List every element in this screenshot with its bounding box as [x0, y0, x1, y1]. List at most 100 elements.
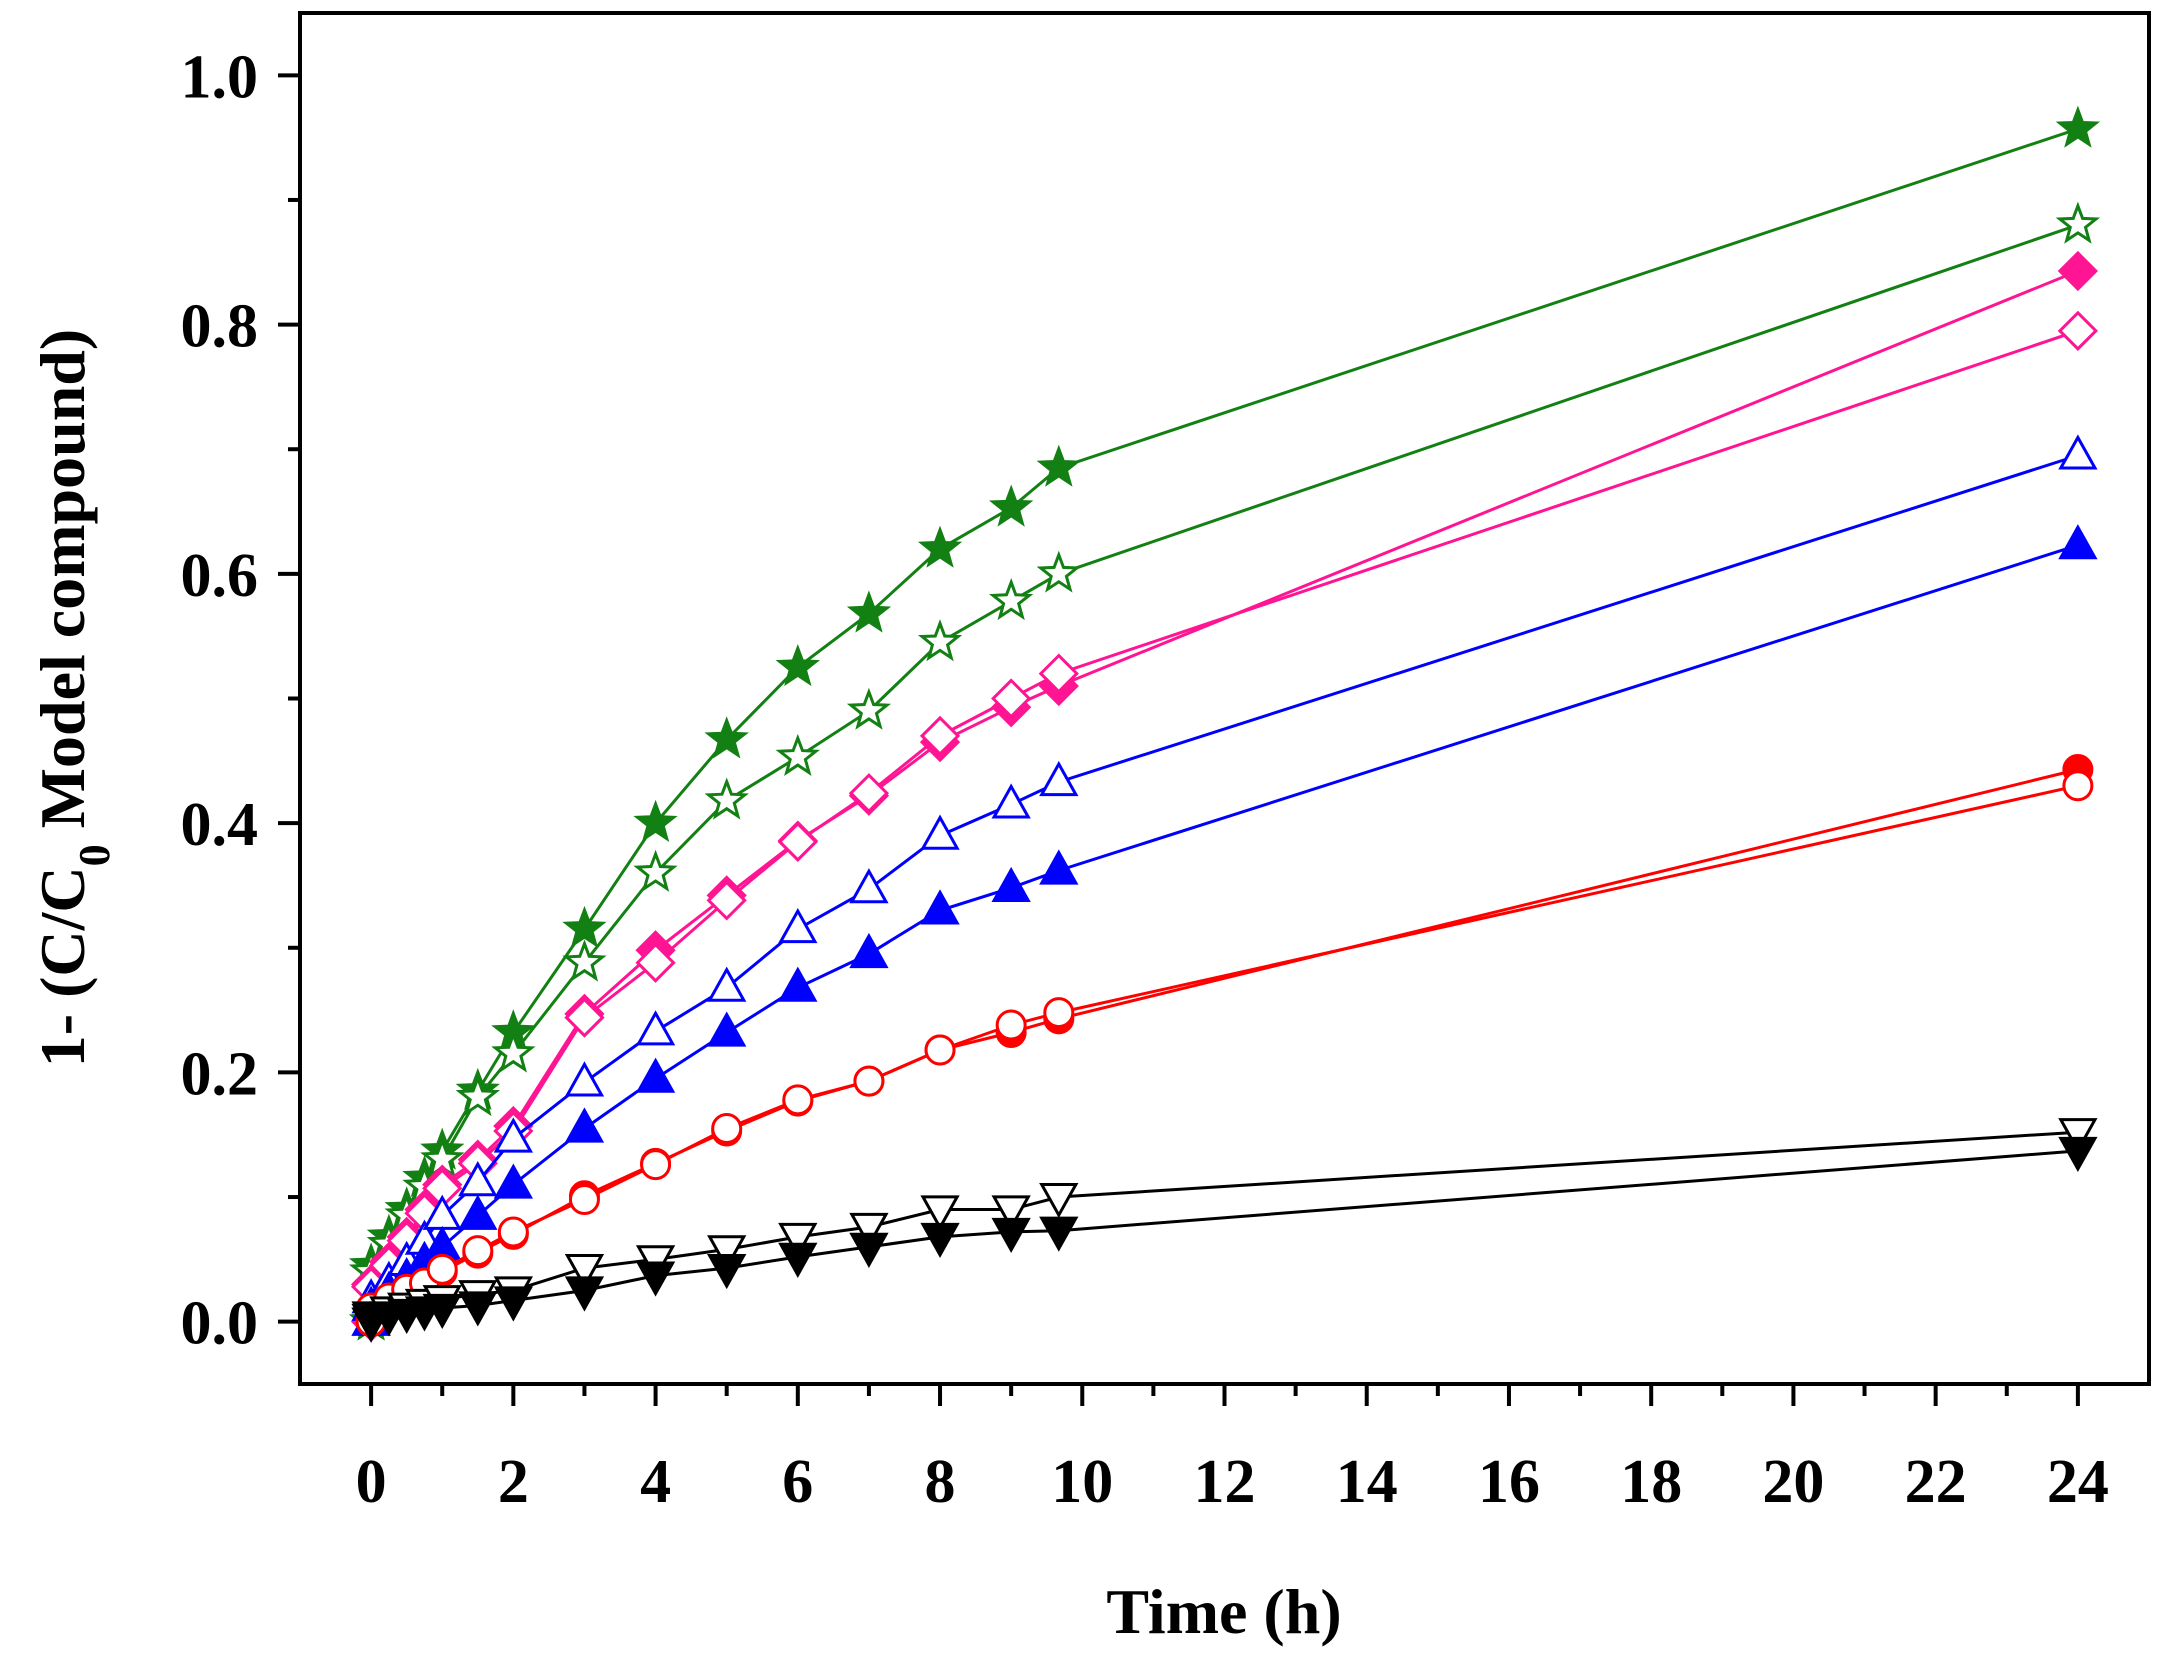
point-blue-open-triangle-7: [493, 1117, 534, 1153]
point-red-open-circle-13: [924, 1034, 956, 1066]
point-black-filled-triangle-down-16: [2058, 1136, 2098, 1173]
x-tick-label-20: 20: [1762, 1448, 1824, 1516]
point-blue-filled-triangle-11: [778, 966, 818, 1002]
point-blue-filled-triangle-10: [707, 1011, 747, 1047]
point-black-filled-triangle-down-15: [1039, 1216, 1079, 1252]
series-line-magenta-open-diamond: [369, 329, 2079, 1322]
series-red-filled-circle: [355, 754, 2094, 1338]
point-magenta-open-diamond-13: [919, 715, 961, 757]
point-red-open-circle-12: [853, 1065, 885, 1097]
point-magenta-open-diamond-14: [991, 678, 1032, 719]
series-line-magenta-filled-diamond: [369, 269, 2079, 1322]
point-green-filled-star-8: [562, 905, 607, 948]
y-axis-title: 1- (C/C0 Model compound): [27, 329, 119, 1067]
y-tick-label-3: 0.6: [181, 542, 259, 610]
point-red-open-circle-5: [426, 1253, 458, 1285]
series-red-open-circle: [355, 770, 2094, 1338]
point-green-open-star-8: [562, 939, 607, 982]
plot-frame: [298, 11, 2151, 1386]
x-tick-label-0: 0: [356, 1448, 387, 1516]
point-blue-open-triangle-9: [635, 1010, 676, 1046]
point-black-filled-triangle-down-6: [458, 1291, 498, 1327]
point-red-open-circle-14: [995, 1009, 1027, 1041]
point-green-open-star-12: [846, 687, 892, 730]
point-red-open-circle-8: [568, 1184, 600, 1216]
point-black-filled-triangle-down-13: [920, 1222, 960, 1259]
point-green-open-star-15: [1036, 550, 1081, 593]
point-green-open-star-14: [989, 577, 1034, 621]
point-green-open-star-10: [704, 777, 749, 820]
series-line-blue-filled-triangle: [369, 543, 2079, 1322]
point-magenta-open-diamond-16: [2057, 310, 2099, 351]
y-tick-label-4: 0.8: [181, 293, 259, 361]
x-tick-label-4: 4: [640, 1448, 671, 1516]
point-blue-open-triangle-13: [920, 814, 960, 850]
series-line-green-open-star: [369, 223, 2079, 1322]
point-blue-open-triangle-10: [707, 966, 747, 1002]
point-green-filled-star-10: [704, 716, 749, 759]
series-blue-filled-triangle: [351, 524, 2098, 1336]
point-black-filled-triangle-down-14: [991, 1217, 1031, 1254]
point-blue-filled-triangle-6: [458, 1194, 498, 1230]
point-red-open-circle-7: [497, 1216, 529, 1248]
y-axis-title-suffix: Model compound): [27, 329, 98, 845]
point-blue-filled-triangle-13: [920, 889, 960, 925]
point-magenta-open-diamond-11: [777, 821, 818, 862]
tick-labels: 0 2 4 6 8 10 12 14 16 18 20 22 240.00.20.40.60.81.0: [181, 43, 2109, 1516]
series-green-filled-star: [348, 105, 2101, 1341]
series-line-black-open-triangle-down: [369, 1130, 2078, 1322]
point-green-filled-star-9: [633, 799, 678, 842]
point-black-open-triangle-down-12: [849, 1212, 889, 1249]
point-red-open-circle-15: [1043, 997, 1075, 1029]
series-line-blue-open-triangle: [369, 454, 2079, 1322]
point-green-open-star-11: [775, 733, 820, 776]
x-tick-label-2: 2: [498, 1448, 529, 1516]
point-blue-filled-triangle-8: [564, 1107, 605, 1143]
x-tick-label-24: 24: [2047, 1448, 2109, 1516]
series-black-filled-triangle-down: [351, 1136, 2098, 1343]
point-green-open-star-13: [917, 619, 963, 662]
point-red-open-circle-16: [2062, 770, 2094, 802]
point-blue-open-triangle-15: [1039, 760, 1079, 797]
point-green-filled-star-14: [989, 484, 1034, 527]
point-blue-open-triangle-12: [849, 868, 889, 904]
series-green-open-star: [348, 201, 2101, 1341]
x-tick-label-16: 16: [1478, 1448, 1540, 1516]
point-blue-filled-triangle-12: [849, 932, 889, 969]
point-black-filled-triangle-down-5: [422, 1293, 462, 1330]
x-tick-label-14: 14: [1336, 1448, 1398, 1516]
x-tick-label-8: 8: [925, 1448, 956, 1516]
x-axis-title: Time (h): [1106, 1576, 1341, 1647]
y-tick-label-5: 1.0: [181, 43, 259, 111]
y-axis-title-subscript: 0: [70, 844, 119, 866]
point-black-open-triangle-down-14: [991, 1195, 1031, 1231]
point-magenta-open-diamond-12: [848, 773, 890, 814]
point-black-filled-triangle-down-8: [564, 1276, 605, 1312]
point-blue-open-triangle-8: [564, 1061, 605, 1097]
series-magenta-filled-diamond: [350, 250, 2099, 1342]
y-axis-title-prefix: 1- (C/C: [27, 866, 98, 1067]
point-green-open-star-9: [633, 849, 678, 892]
point-blue-open-triangle-16: [2058, 434, 2098, 470]
point-green-filled-star-12: [846, 590, 892, 633]
point-blue-filled-triangle-15: [1039, 849, 1079, 885]
point-magenta-open-diamond-10: [706, 880, 747, 921]
point-blue-filled-triangle-7: [493, 1163, 534, 1199]
point-magenta-open-diamond-15: [1038, 653, 1079, 694]
x-tick-label-6: 6: [782, 1448, 813, 1516]
point-black-filled-triangle-down-7: [493, 1286, 534, 1322]
point-blue-open-triangle-14: [991, 783, 1031, 819]
x-tick-label-18: 18: [1620, 1448, 1682, 1516]
point-red-open-circle-10: [711, 1112, 743, 1144]
point-black-filled-triangle-down-12: [849, 1232, 889, 1268]
series-line-green-filled-star: [369, 127, 2079, 1322]
point-green-open-star-16: [2055, 201, 2101, 244]
y-tick-label-2: 0.4: [181, 791, 259, 859]
point-magenta-filled-diamond-16: [2057, 250, 2099, 292]
point-red-open-circle-11: [782, 1084, 814, 1116]
point-black-open-triangle-down-15: [1039, 1182, 1079, 1219]
y-tick-label-0: 0.0: [181, 1290, 259, 1358]
point-black-filled-triangle-down-10: [707, 1253, 747, 1290]
point-magenta-open-diamond-9: [635, 942, 676, 983]
